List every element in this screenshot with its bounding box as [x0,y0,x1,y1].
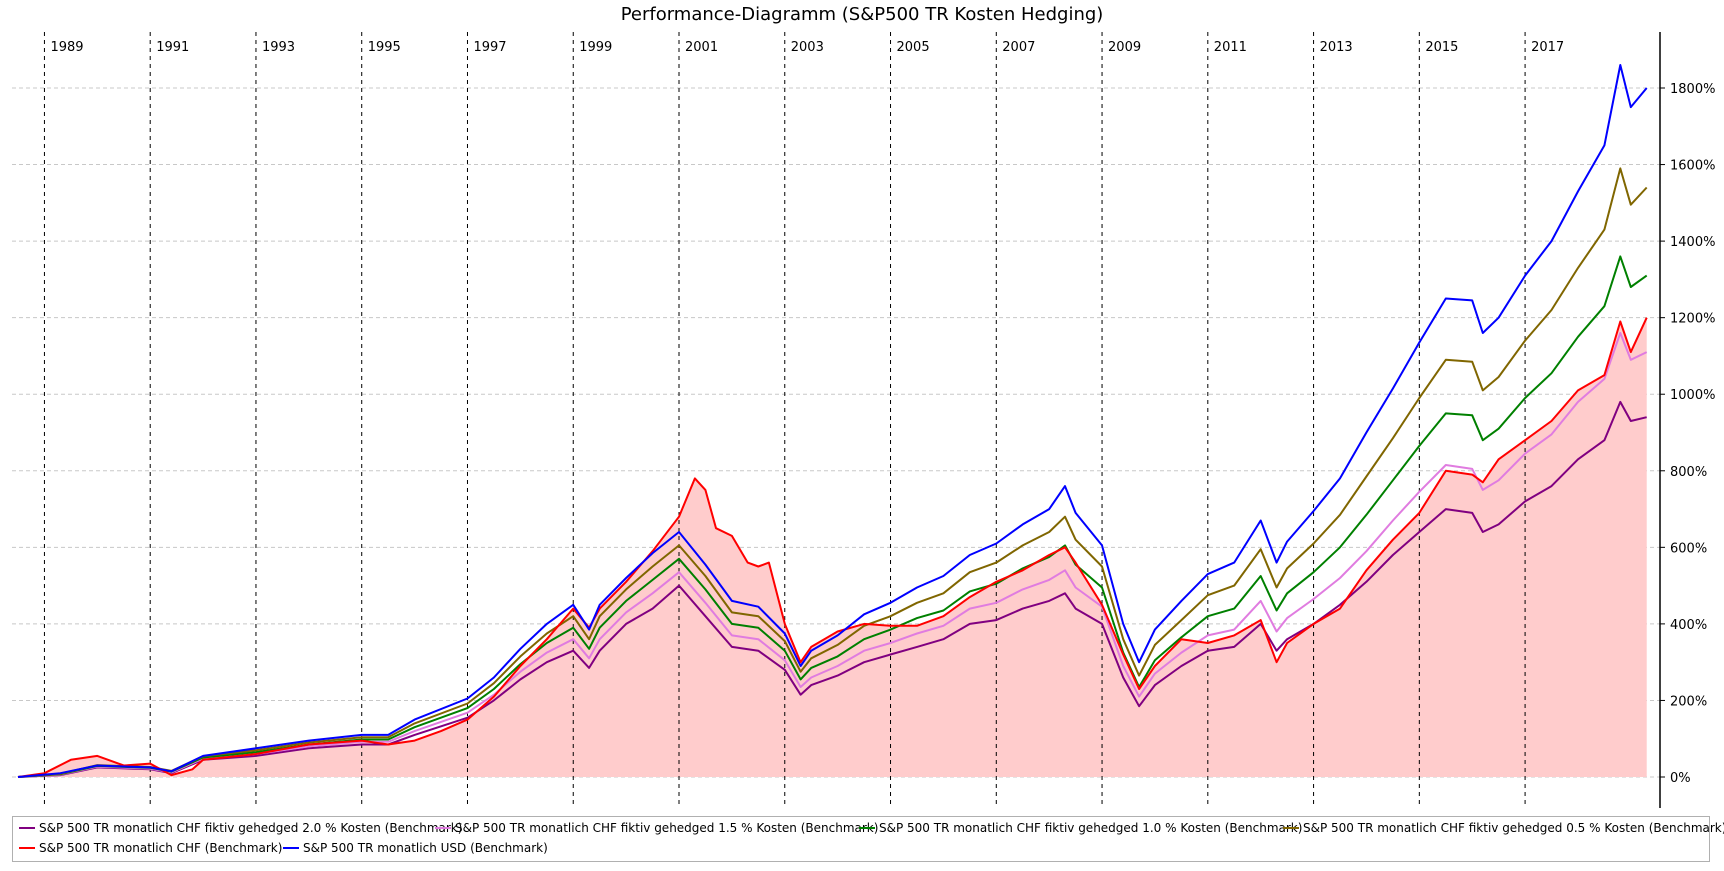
legend-swatch [19,847,35,849]
x-tick-label: 1995 [368,40,401,55]
x-tick-label: 2003 [791,40,824,55]
legend-swatch [283,847,299,849]
series-line-5 [17,317,1648,778]
y-tick-label: 0% [1670,771,1691,786]
x-tick-label: 2017 [1531,40,1564,55]
y-tick-label: 800% [1670,465,1707,480]
year-dividers [43,32,1526,808]
legend-label: S&P 500 TR monatlich CHF fiktiv gehedged… [1303,821,1724,835]
legend-item: S&P 500 TR monatlich USD (Benchmark) [283,841,548,855]
legend-label: S&P 500 TR monatlich CHF fiktiv gehedged… [39,821,463,835]
legend-label: S&P 500 TR monatlich USD (Benchmark) [303,841,548,855]
y-tick-label: 200% [1670,694,1707,709]
series-line-1 [17,400,1647,778]
y-tick-label: 1200% [1670,312,1715,327]
series-line-4 [17,167,1648,778]
legend-label: S&P 500 TR monatlich CHF fiktiv gehedged… [455,821,879,835]
x-tick-label: 2013 [1320,40,1353,55]
legend-swatch [19,827,35,829]
x-tick-label: 2005 [897,40,930,55]
chart-title: Performance-Diagramm (S&P500 TR Kosten H… [620,4,1104,25]
legend-label: S&P 500 TR monatlich CHF (Benchmark) [39,841,283,855]
area-fill [18,317,1647,777]
legend-swatch [435,827,451,829]
legend-item: S&P 500 TR monatlich CHF fiktiv gehedged… [1283,821,1724,835]
y-tick-label: 1800% [1670,82,1715,97]
legend-item: S&P 500 TR monatlich CHF fiktiv gehedged… [435,821,878,835]
area-fill-chf [18,317,1647,777]
x-tick-label: 2011 [1214,40,1247,55]
x-tick-label: 1989 [50,40,83,55]
x-tick-label: 2007 [1002,40,1035,55]
series-lines [17,64,1648,778]
y-tick-label: 1600% [1670,159,1715,174]
y-tick-label: 1000% [1670,388,1715,403]
x-tick-label: 1993 [262,40,295,55]
y-tick-labels: 0% 200% 400% 600% 800% 1000% 1200% 1400% 1600% 18… [1660,82,1715,786]
legend-swatch [1283,827,1299,829]
x-tick-label: 2015 [1425,40,1458,55]
x-tick-label: 2001 [685,40,718,55]
legend-item: S&P 500 TR monatlich CHF (Benchmark) [19,841,282,855]
y-tick-label: 1400% [1670,235,1715,250]
series-line-2 [17,332,1648,778]
legend-item: S&P 500 TR monatlich CHF fiktiv gehedged… [859,821,1302,835]
y-tick-label: 400% [1670,618,1707,633]
series-line-3 [17,255,1648,778]
legend-label: S&P 500 TR monatlich CHF fiktiv gehedged… [879,821,1303,835]
x-tick-label: 2009 [1108,40,1141,55]
x-tick-labels: 1989 1991 1993 1995 1997 1999 2001 2003 2005 2007… [50,40,1564,55]
y-tick-label: 600% [1670,541,1707,556]
legend-swatch [859,827,875,829]
legend: S&P 500 TR monatlich CHF fiktiv gehedged… [12,816,1724,862]
series-line-6 [17,64,1648,778]
chart-plot: 1989 1991 1993 1995 1997 1999 2001 2003 2005 2007… [12,32,1715,808]
legend-item: S&P 500 TR monatlich CHF fiktiv gehedged… [19,821,462,835]
x-tick-label: 1997 [473,40,506,55]
x-tick-label: 1991 [156,40,189,55]
x-tick-label: 1999 [579,40,612,55]
